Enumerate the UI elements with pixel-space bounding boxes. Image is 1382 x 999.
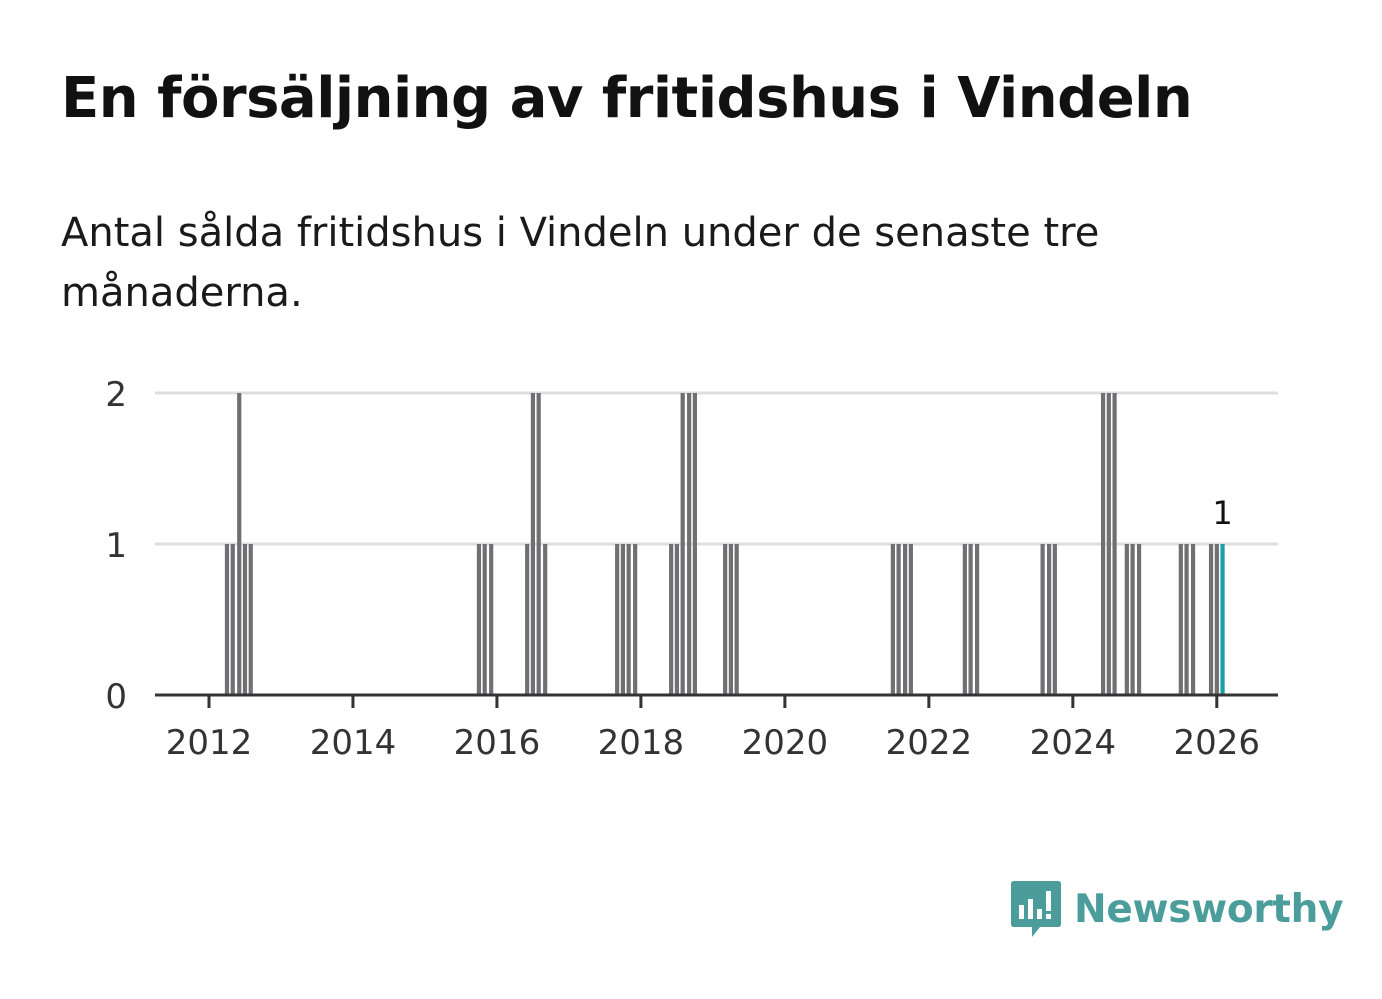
chart-subtitle: Antal sålda fritidshus i Vindeln under d…	[61, 210, 1100, 316]
bar	[615, 544, 620, 695]
bar	[626, 544, 631, 695]
bar	[908, 544, 913, 695]
bar	[896, 544, 901, 695]
y-tick-label-1: 1	[105, 526, 127, 566]
bar	[1106, 393, 1111, 695]
bar	[968, 544, 973, 695]
bars	[224, 393, 1225, 695]
bar	[674, 544, 680, 695]
bar	[237, 393, 242, 695]
bar	[734, 544, 739, 695]
bar	[1046, 544, 1052, 695]
bar	[476, 544, 482, 695]
bar	[525, 544, 530, 695]
bar	[890, 544, 895, 695]
tick-labels: 0 1 2 1 2012 2014 2016 2018 2020 2022 2024 2026	[105, 375, 1260, 763]
bar	[680, 393, 685, 695]
x-tick-label-2020: 2020	[742, 723, 829, 763]
x-tick-label-2024: 2024	[1030, 723, 1117, 763]
bar	[248, 544, 253, 695]
bar	[530, 393, 536, 695]
bar-highlight	[1220, 544, 1225, 695]
grid-lines	[155, 391, 1278, 546]
bar	[620, 544, 626, 695]
bar	[1100, 393, 1106, 695]
newsworthy-logo: Newsworthy	[1010, 878, 1344, 940]
y-tick-label-0: 0	[105, 677, 127, 717]
bar	[1112, 393, 1117, 695]
x-tick-label-2012: 2012	[166, 723, 253, 763]
bar	[1208, 544, 1214, 695]
data-label-latest: 1	[1212, 494, 1232, 532]
x-tick-label-2014: 2014	[310, 723, 397, 763]
bar	[962, 544, 967, 695]
bar	[903, 544, 908, 695]
bar	[1184, 544, 1189, 695]
bar	[1178, 544, 1183, 695]
bar	[633, 544, 638, 695]
bar	[974, 544, 980, 695]
x-tick-label-2022: 2022	[886, 723, 973, 763]
bar	[489, 544, 494, 695]
bar	[728, 544, 733, 695]
bar	[224, 544, 230, 695]
bar	[1190, 544, 1196, 695]
bar-chart-speech-bubble-icon	[1011, 881, 1061, 937]
bar	[1136, 544, 1142, 695]
bar	[1124, 544, 1129, 695]
x-tick-label-2016: 2016	[454, 723, 541, 763]
bar	[1130, 544, 1135, 695]
x-tick-label-2018: 2018	[598, 723, 685, 763]
x-tick-label-2026: 2026	[1174, 723, 1261, 763]
bar	[242, 544, 248, 695]
bar	[230, 544, 235, 695]
y-tick-label-2: 2	[105, 375, 127, 415]
bar	[536, 393, 541, 695]
bar	[1214, 544, 1219, 695]
x-axis	[155, 693, 1278, 708]
bar	[692, 393, 697, 695]
chart-title: En försäljning av fritidshus i Vindeln	[61, 66, 1193, 131]
bar	[482, 544, 487, 695]
brand-name: Newsworthy	[1074, 886, 1344, 932]
bar	[1040, 544, 1045, 695]
bar	[543, 544, 548, 695]
bar	[1052, 544, 1057, 695]
bar	[669, 544, 674, 695]
bar	[687, 393, 692, 695]
bar	[723, 544, 728, 695]
